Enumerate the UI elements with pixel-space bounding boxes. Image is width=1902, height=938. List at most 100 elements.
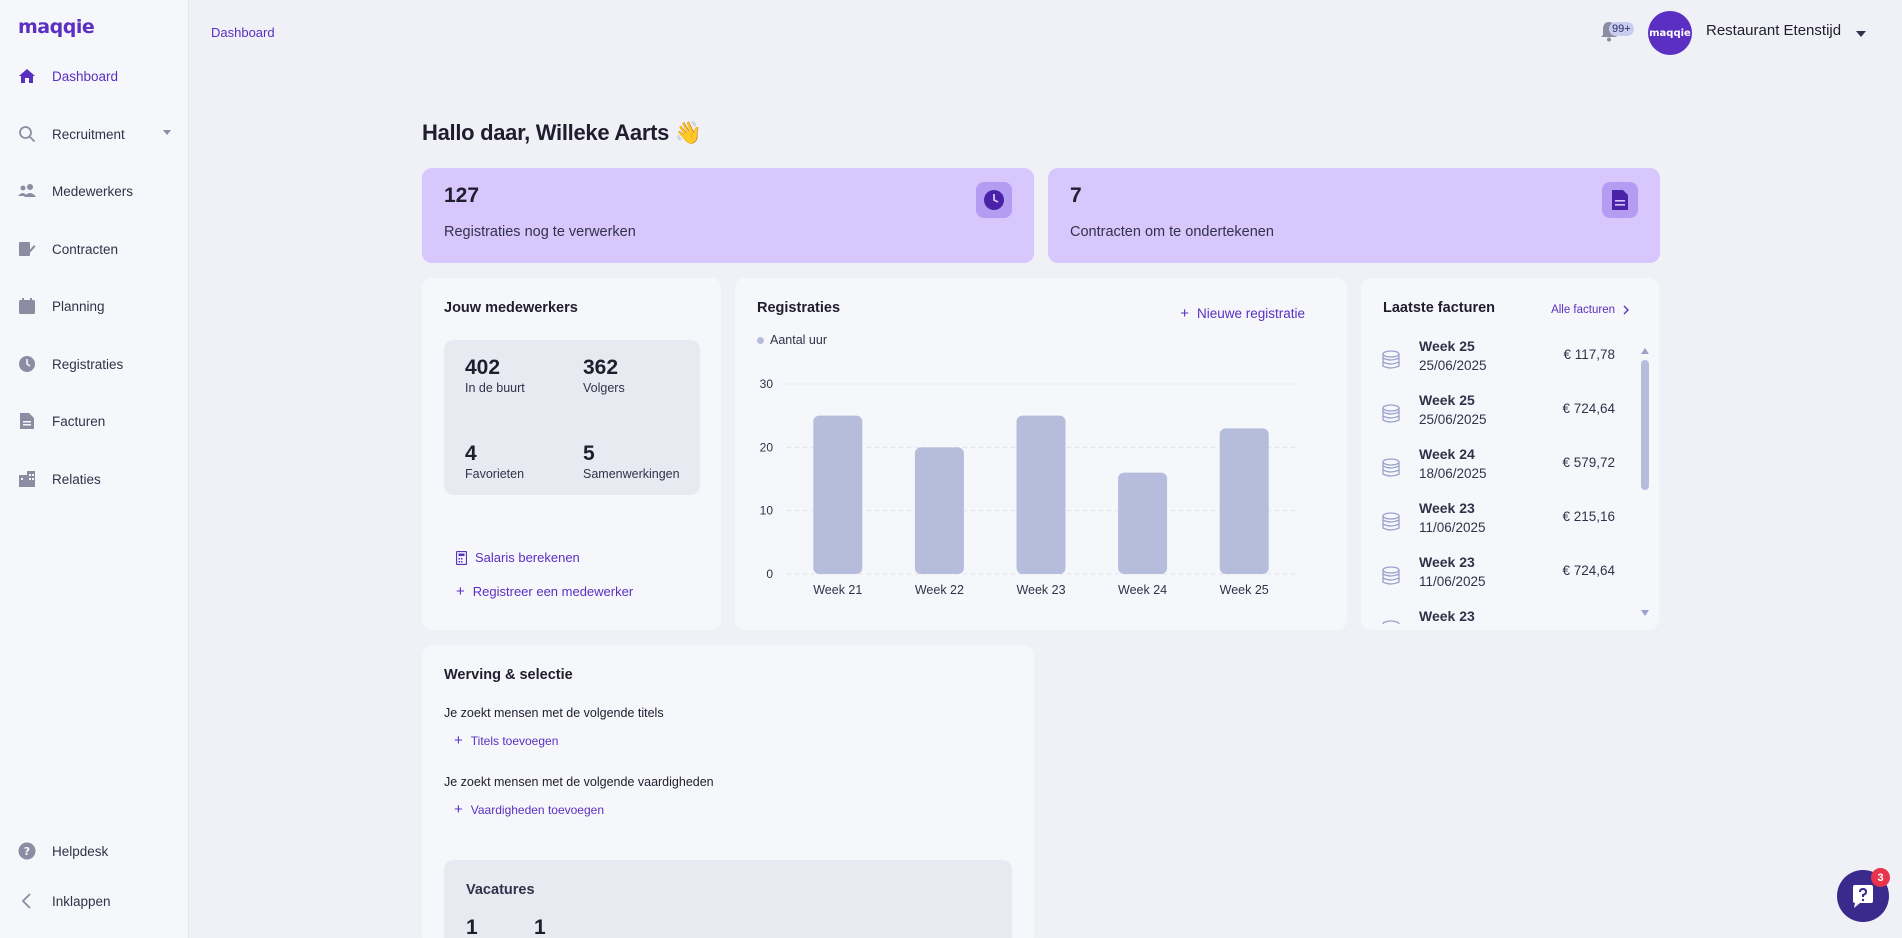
chat-badge: 3 <box>1871 868 1890 887</box>
stat-value: 4 <box>465 442 477 465</box>
invoice-row[interactable]: Week 23 11/06/2025 € 724,64 <box>1361 554 1651 608</box>
chevron-right-icon <box>1623 305 1629 315</box>
sidebar-item-registraties[interactable]: Registraties <box>0 347 189 381</box>
calculator-icon <box>456 550 467 565</box>
chart-bar[interactable] <box>914 447 964 574</box>
coins-icon <box>1382 404 1400 423</box>
sidebar-item-facturen[interactable]: Facturen <box>0 404 189 438</box>
stat-label: Contracten om te ondertekenen <box>1070 224 1274 240</box>
add-skills-label: Vaardigheden toevoegen <box>470 802 604 817</box>
x-tick-label: Week 24 <box>1118 583 1167 597</box>
stat-value: 402 <box>465 356 501 379</box>
x-tick-label: Week 21 <box>813 583 862 597</box>
all-invoices-label: Alle facturen <box>1551 304 1615 316</box>
chart-bar[interactable] <box>1118 472 1168 574</box>
app-logo[interactable]: maqqie <box>18 16 95 38</box>
vacancies-box: Vacatures 1 1 <box>444 860 1012 938</box>
y-tick-label: 0 <box>766 567 773 581</box>
coins-icon <box>1382 458 1400 477</box>
x-tick-label: Week 23 <box>1016 583 1065 597</box>
coins-icon <box>1382 350 1400 369</box>
registrations-panel: Registraties + Nieuwe registratie Aantal… <box>735 278 1347 630</box>
notification-badge: 99+ <box>1609 22 1634 36</box>
stat-value: 5 <box>583 442 595 465</box>
scroll-down-icon[interactable] <box>1641 610 1649 616</box>
legend-label: Aantal uur <box>770 333 827 347</box>
invoice-scrollbar[interactable] <box>1641 348 1649 618</box>
stat-card-registraties[interactable]: 127 Registraties nog te verwerken <box>422 168 1034 263</box>
chart-bar[interactable] <box>813 415 863 574</box>
all-invoices-link[interactable]: Alle facturen <box>1551 304 1629 316</box>
document-icon <box>1602 182 1638 218</box>
scroll-thumb[interactable] <box>1641 360 1649 490</box>
stat-card-contracten[interactable]: 7 Contracten om te ondertekenen <box>1048 168 1660 263</box>
stat-nearby[interactable]: 402 In de buurt <box>465 356 525 395</box>
salary-calculate-link[interactable]: Salaris berekenen <box>456 550 580 565</box>
svg-text:?: ? <box>24 845 30 858</box>
stat-label: Favorieten <box>465 467 525 481</box>
registrations-chart: 0 10 20 30 Week 21 Week 22 Week 23 Week 24 Week … <box>760 377 1295 597</box>
clock-icon <box>17 354 37 374</box>
sidebar-item-dashboard[interactable]: Dashboard <box>0 59 189 93</box>
chart-bar[interactable] <box>1219 428 1269 574</box>
sidebar-item-medewerkers[interactable]: Medewerkers <box>0 174 189 208</box>
calendar-icon <box>17 296 37 316</box>
stat-value: 362 <box>583 356 619 379</box>
y-tick-label: 30 <box>760 377 774 391</box>
invoice-row[interactable]: Week 24 18/06/2025 € 579,72 <box>1361 446 1651 500</box>
stat-collaborations[interactable]: 5 Samenwerkingen <box>583 442 680 481</box>
chat-icon <box>1853 885 1873 908</box>
clock-icon <box>976 182 1012 218</box>
vacancy-stat: 1 <box>534 916 546 938</box>
scroll-up-icon[interactable] <box>1641 348 1649 354</box>
y-tick-label: 20 <box>760 440 774 454</box>
sidebar-collapse-button[interactable]: Inklappen <box>0 884 189 918</box>
chevron-left-icon <box>17 891 37 911</box>
company-name[interactable]: Restaurant Etenstijd <box>1706 22 1842 39</box>
x-tick-label: Week 22 <box>915 583 964 597</box>
legend-swatch <box>757 336 764 344</box>
coins-icon <box>1382 620 1400 624</box>
plus-icon: + <box>454 801 463 818</box>
sidebar-item-label: Facturen <box>52 413 106 429</box>
invoice-row[interactable]: Week 25 25/06/2025 € 117,78 <box>1361 338 1651 392</box>
invoice-amount: € 724,64 <box>1562 563 1615 578</box>
invoice-amount: € 724,64 <box>1562 401 1615 416</box>
sidebar-item-label: Medewerkers <box>52 183 134 199</box>
sidebar-item-label: Relaties <box>52 471 101 487</box>
invoice-date: 11/06/2025 <box>1419 574 1486 589</box>
recruitment-title: Werving & selectie <box>444 667 573 683</box>
employees-panel: Jouw medewerkers 402 In de buurt 362 Vol… <box>422 278 721 630</box>
new-registration-button[interactable]: + Nieuwe registratie <box>1180 306 1305 321</box>
chart-legend: Aantal uur <box>757 333 827 347</box>
add-skills-link[interactable]: + Vaardigheden toevoegen <box>454 802 604 817</box>
invoice-row[interactable]: Week 25 25/06/2025 € 724,64 <box>1361 392 1651 446</box>
add-titles-link[interactable]: + Titels toevoegen <box>454 733 558 748</box>
invoice-week: Week 23 <box>1419 608 1475 624</box>
avatar[interactable]: maqqie <box>1648 11 1692 55</box>
invoice-amount: € 215,16 <box>1562 509 1615 524</box>
sidebar-item-relaties[interactable]: Relaties <box>0 462 189 496</box>
stat-label: Samenwerkingen <box>583 467 680 481</box>
invoice-week: Week 25 <box>1419 392 1475 408</box>
sidebar-item-planning[interactable]: Planning <box>0 289 189 323</box>
coins-icon <box>1382 512 1400 531</box>
chevron-down-icon[interactable] <box>1856 31 1866 37</box>
invoice-date: 11/06/2025 <box>1419 520 1486 535</box>
invoice-row[interactable]: Week 23 <box>1361 608 1651 624</box>
breadcrumb[interactable]: Dashboard <box>211 25 275 40</box>
plus-icon: + <box>454 732 463 749</box>
stat-followers[interactable]: 362 Volgers <box>583 356 625 395</box>
invoice-row[interactable]: Week 23 11/06/2025 € 215,16 <box>1361 500 1651 554</box>
invoice-week: Week 23 <box>1419 500 1475 516</box>
sidebar-item-recruitment[interactable]: Recruitment <box>0 117 189 151</box>
invoice-date: 18/06/2025 <box>1419 466 1487 481</box>
sidebar-item-label: Contracten <box>52 241 119 257</box>
sidebar-item-contracten[interactable]: Contracten <box>0 232 189 266</box>
register-employee-link[interactable]: + Registreer een medewerker <box>456 584 633 599</box>
chart-bar[interactable] <box>1016 415 1066 574</box>
invoice-list: Week 25 25/06/2025 € 117,78 Week 25 25/06/20… <box>1361 338 1659 624</box>
stat-favorites[interactable]: 4 Favorieten <box>465 442 524 481</box>
stat-label: Registraties nog te verwerken <box>444 224 636 240</box>
sidebar-item-helpdesk[interactable]: ? Helpdesk <box>0 834 189 868</box>
